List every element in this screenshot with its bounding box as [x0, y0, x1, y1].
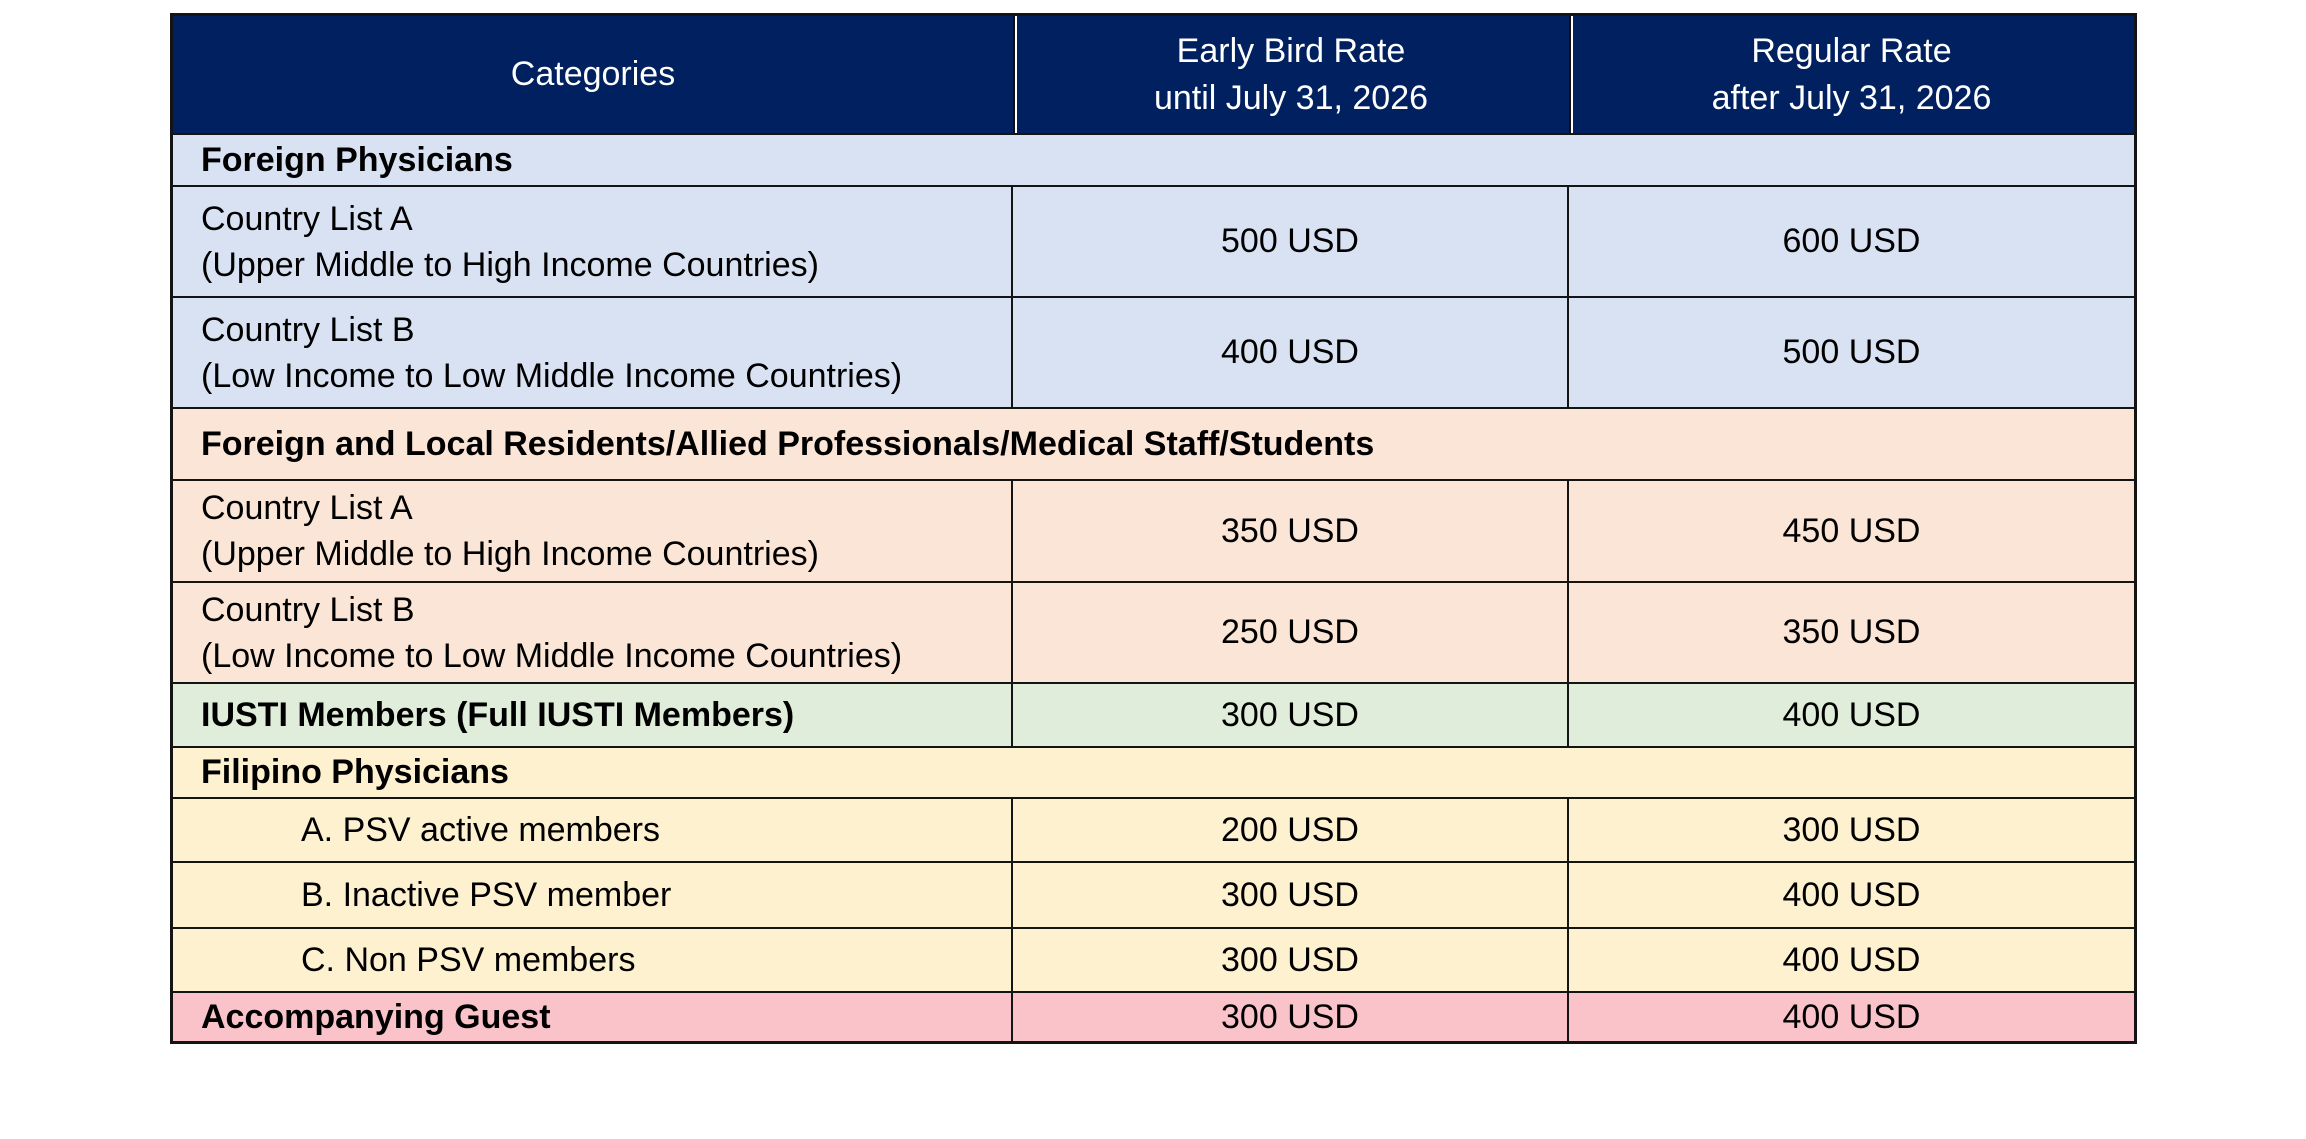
- data-row-inactive-psv-member: B. Inactive PSV member 300 USD 400 USD: [173, 863, 2134, 929]
- section-row-filipino-physicians: Filipino Physicians: [173, 748, 2134, 799]
- data-row-foreign-physicians-country-list-b: Country List B (Low Income to Low Middle …: [173, 298, 2134, 409]
- accompanying-guest-regular-rate-cell: 400 USD: [1569, 993, 2134, 1041]
- psv-active-members-category-cell: A. PSV active members: [173, 799, 1013, 863]
- header-label-line: until July 31, 2026: [1153, 78, 1429, 117]
- residents-country-list-b-regular-rate-cell: 350 USD: [1569, 583, 2134, 684]
- inactive-psv-member-category-cell: B. Inactive PSV member: [173, 863, 1013, 929]
- category-line: A. PSV active members: [301, 811, 661, 849]
- header-label-line: Early Bird Rate: [1176, 31, 1406, 70]
- data-row-residents-country-list-b: Country List B (Low Income to Low Middle …: [173, 583, 2134, 684]
- column-header-categories: Categories: [173, 16, 1013, 135]
- category-line: (Low Income to Low Middle Income Countri…: [201, 636, 903, 675]
- data-row-psv-active-members: A. PSV active members 200 USD 300 USD: [173, 799, 2134, 863]
- category-line: (Upper Middle to High Income Countries): [201, 245, 819, 284]
- column-header-regular-rate: Regular Rate after July 31, 2026: [1569, 16, 2134, 135]
- inactive-psv-member-early-rate-cell: 300 USD: [1013, 863, 1569, 929]
- data-row-iusti-members: IUSTI Members (Full IUSTI Members) 300 US…: [173, 684, 2134, 748]
- non-psv-members-regular-rate-cell: 400 USD: [1569, 929, 2134, 993]
- category-line: B. Inactive PSV member: [301, 876, 672, 914]
- data-row-foreign-physicians-country-list-a: Country List A (Upper Middle to High Inco…: [173, 187, 2134, 298]
- accompanying-guest-early-rate-cell: 300 USD: [1013, 993, 1569, 1041]
- foreign-physicians-country-list-b-early-rate-cell: 400 USD: [1013, 298, 1569, 409]
- filipino-physicians-label-cell: Filipino Physicians: [173, 748, 2134, 799]
- residents-country-list-a-regular-rate-cell: 450 USD: [1569, 481, 2134, 583]
- category-line: (Low Income to Low Middle Income Countri…: [201, 356, 903, 395]
- foreign-physicians-country-list-a-category-cell: Country List A (Upper Middle to High Inco…: [173, 187, 1013, 298]
- foreign-physicians-label-cell: Foreign Physicians: [173, 135, 2134, 187]
- residents-country-list-b-category-cell: Country List B (Low Income to Low Middle …: [173, 583, 1013, 684]
- section-row-foreign-physicians: Foreign Physicians: [173, 135, 2134, 187]
- header-label-line: after July 31, 2026: [1711, 78, 1992, 117]
- section-row-foreign-and-local-residents: Foreign and Local Residents/Allied Profe…: [173, 409, 2134, 481]
- category-line: IUSTI Members (Full IUSTI Members): [201, 696, 795, 734]
- category-line: Country List A: [201, 489, 413, 527]
- psv-active-members-regular-rate-cell: 300 USD: [1569, 799, 2134, 863]
- section-label: Filipino Physicians: [201, 753, 509, 791]
- header-row: Categories Early Bird Rate until July 31, …: [173, 16, 2134, 135]
- iusti-members-regular-rate-cell: 400 USD: [1569, 684, 2134, 748]
- inactive-psv-member-regular-rate-cell: 400 USD: [1569, 863, 2134, 929]
- category-line: Country List B: [201, 310, 415, 349]
- section-label: Foreign and Local Residents/Allied Profe…: [201, 424, 1375, 463]
- data-row-residents-country-list-a: Country List A (Upper Middle to High Inco…: [173, 481, 2134, 583]
- iusti-members-early-rate-cell: 300 USD: [1013, 684, 1569, 748]
- foreign-physicians-country-list-b-category-cell: Country List B (Low Income to Low Middle …: [173, 298, 1013, 409]
- header-label-line: Categories: [510, 55, 676, 93]
- column-header-early-bird-rate: Early Bird Rate until July 31, 2026: [1013, 16, 1569, 135]
- iusti-members-category-cell: IUSTI Members (Full IUSTI Members): [173, 684, 1013, 748]
- category-line: Country List A: [201, 199, 413, 238]
- section-label: Foreign Physicians: [201, 140, 513, 179]
- residents-country-list-b-early-rate-cell: 250 USD: [1013, 583, 1569, 684]
- non-psv-members-early-rate-cell: 300 USD: [1013, 929, 1569, 993]
- registration-pricing-table: Categories Early Bird Rate until July 31, …: [170, 13, 2137, 1044]
- header-label-line: Regular Rate: [1751, 31, 1952, 70]
- residents-country-list-a-early-rate-cell: 350 USD: [1013, 481, 1569, 583]
- data-row-non-psv-members: C. Non PSV members 300 USD 400 USD: [173, 929, 2134, 993]
- non-psv-members-category-cell: C. Non PSV members: [173, 929, 1013, 993]
- psv-active-members-early-rate-cell: 200 USD: [1013, 799, 1569, 863]
- foreign-physicians-country-list-a-regular-rate-cell: 600 USD: [1569, 187, 2134, 298]
- foreign-and-local-residents-label-cell: Foreign and Local Residents/Allied Profe…: [173, 409, 2134, 481]
- residents-country-list-a-category-cell: Country List A (Upper Middle to High Inco…: [173, 481, 1013, 583]
- data-row-accompanying-guest: Accompanying Guest 300 USD 400 USD: [173, 993, 2134, 1041]
- category-line: (Upper Middle to High Income Countries): [201, 535, 819, 573]
- category-line: Accompanying Guest: [201, 998, 551, 1036]
- foreign-physicians-country-list-a-early-rate-cell: 500 USD: [1013, 187, 1569, 298]
- category-line: C. Non PSV members: [301, 941, 636, 979]
- foreign-physicians-country-list-b-regular-rate-cell: 500 USD: [1569, 298, 2134, 409]
- category-line: Country List B: [201, 590, 415, 629]
- accompanying-guest-category-cell: Accompanying Guest: [173, 993, 1013, 1041]
- pricing-table-body: Categories Early Bird Rate until July 31, …: [173, 16, 2134, 1041]
